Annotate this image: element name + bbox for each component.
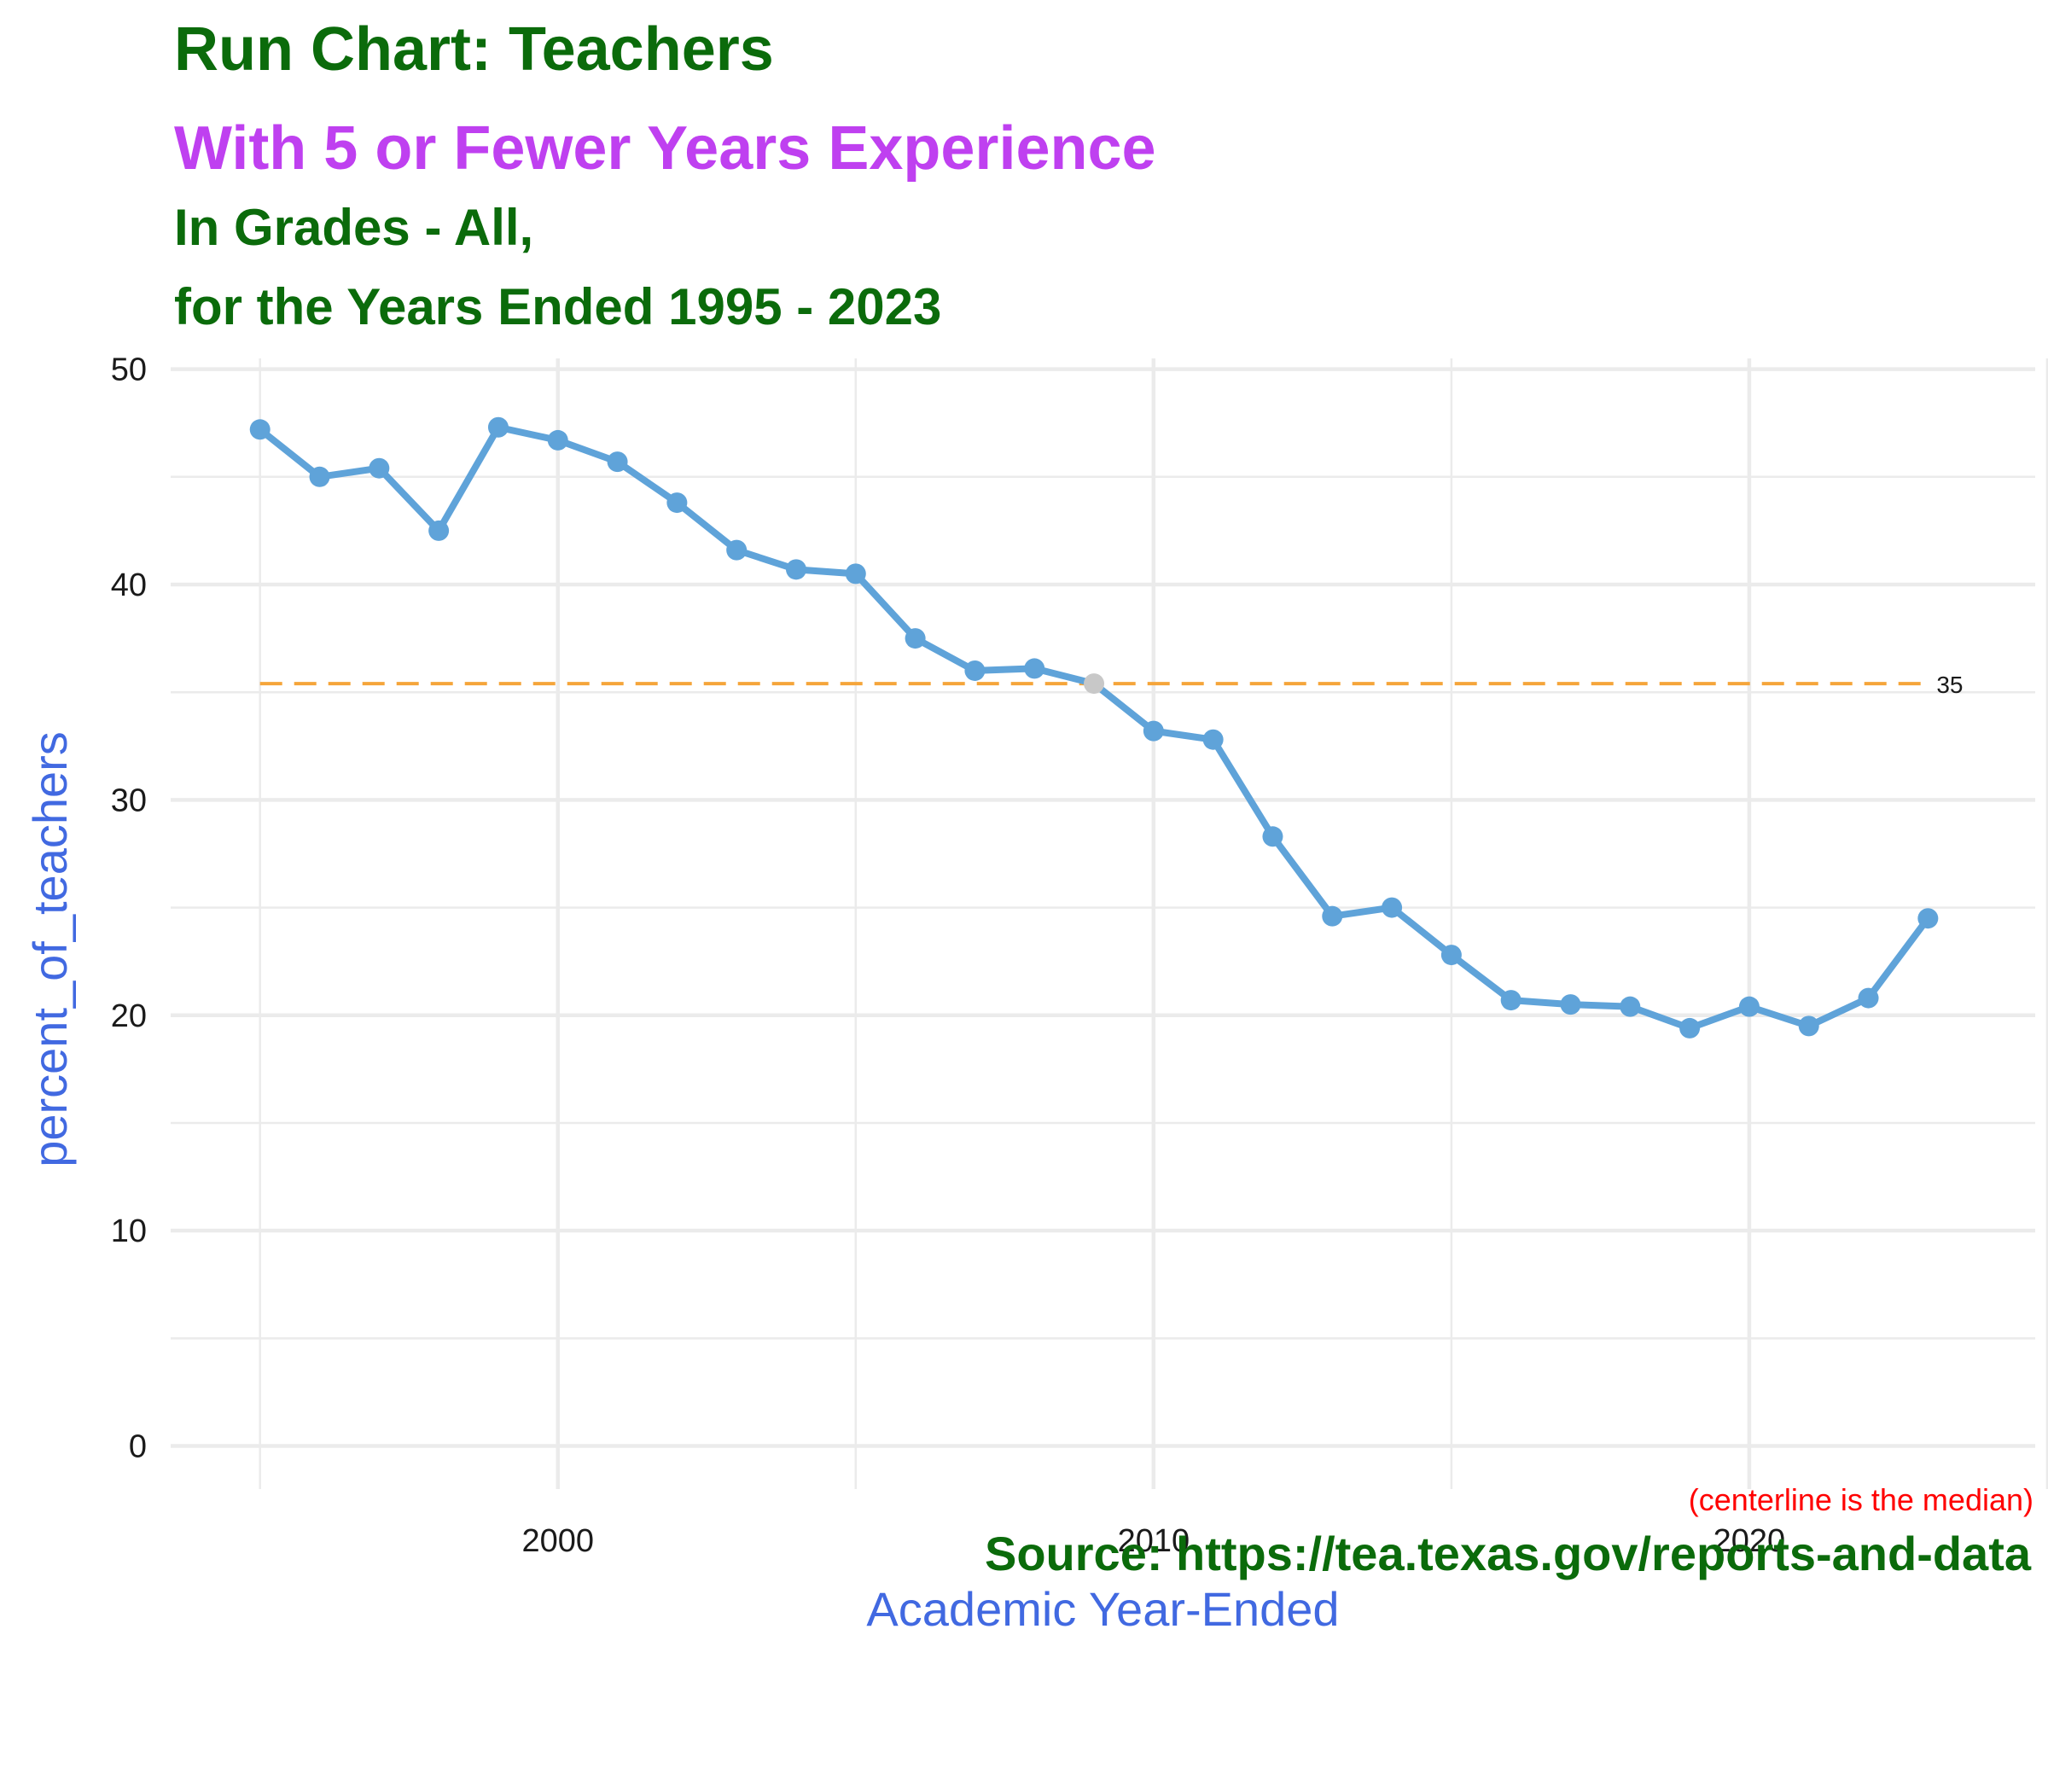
- data-point: [1858, 987, 1879, 1009]
- data-point: [905, 628, 926, 649]
- x-tick-label: 2020: [1713, 1523, 1786, 1559]
- y-tick-label: 10: [111, 1213, 147, 1249]
- y-axis-title: percent_of_teachers: [23, 731, 77, 1167]
- data-point: [845, 563, 866, 585]
- x-axis-title: Academic Year-Ended: [866, 1582, 1339, 1636]
- data-point: [1024, 658, 1045, 679]
- data-point: [1620, 996, 1641, 1017]
- data-point: [1798, 1015, 1819, 1037]
- data-point: [1262, 826, 1283, 847]
- x-tick-label: 2010: [1118, 1523, 1190, 1559]
- data-point: [249, 419, 271, 440]
- y-tick-label: 30: [111, 783, 147, 818]
- data-point: [547, 429, 568, 451]
- chart-title: Run Chart: Teachers: [174, 15, 774, 84]
- data-point: [726, 539, 748, 561]
- y-tick-label: 0: [129, 1429, 147, 1465]
- data-point: [1143, 720, 1164, 742]
- data-point: [1382, 897, 1403, 918]
- median-note: (centerline is the median): [1689, 1482, 2033, 1517]
- tick-labels: 0 10 20 30 40 50 2000 2010 2020: [111, 352, 1785, 1559]
- chart-subtitle: With 5 or Fewer Years Experience: [174, 114, 1156, 183]
- y-tick-label: 40: [111, 567, 147, 603]
- data-point: [309, 466, 330, 487]
- data-point: [1679, 1017, 1701, 1039]
- centerline-label: 35: [1936, 672, 1963, 698]
- data-point: [1322, 905, 1343, 927]
- data-point: [1440, 945, 1462, 966]
- series-line: [256, 423, 1932, 1032]
- data-point: [487, 416, 509, 438]
- data-point: [1084, 673, 1105, 695]
- data-point: [369, 457, 390, 479]
- data-point: [1738, 996, 1760, 1017]
- minor-gridlines: [171, 358, 2048, 1489]
- series-group: [249, 416, 1939, 1039]
- chart-subtitle-years: for the Years Ended 1995 - 2023: [174, 278, 942, 335]
- source-caption: Source: https://tea.texas.gov/reports-an…: [984, 1527, 2031, 1580]
- x-tick-label: 2000: [521, 1523, 594, 1559]
- chart-subtitle-grades: In Grades - All,: [174, 199, 534, 256]
- data-point: [428, 520, 450, 541]
- data-point: [1560, 994, 1581, 1015]
- y-tick-label: 20: [111, 998, 147, 1034]
- data-point: [1917, 908, 1939, 929]
- data-point: [607, 451, 628, 473]
- data-point: [964, 660, 986, 681]
- data-point: [785, 559, 806, 580]
- data-point: [1500, 990, 1521, 1011]
- data-point: [1202, 729, 1224, 750]
- y-tick-label: 50: [111, 352, 147, 388]
- data-point: [666, 492, 688, 514]
- major-gridlines: [171, 358, 2035, 1489]
